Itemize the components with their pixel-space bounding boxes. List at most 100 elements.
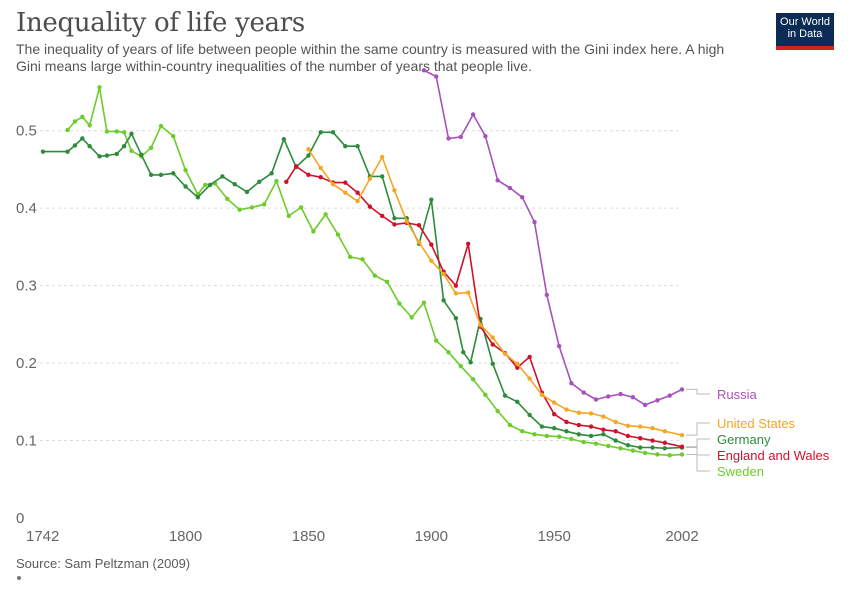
data-point [461, 350, 466, 355]
data-point [284, 179, 289, 185]
data-point [593, 397, 599, 402]
y-tick-label: 0.4 [16, 200, 37, 217]
owid-logo[interactable]: Our World in Data [776, 13, 834, 50]
data-point [121, 130, 127, 135]
data-point [483, 392, 488, 398]
data-point [515, 361, 520, 367]
data-point [679, 452, 685, 457]
data-point [261, 202, 267, 207]
data-point [470, 377, 476, 382]
data-point [502, 351, 508, 356]
data-point [515, 365, 520, 370]
data-point [468, 360, 473, 365]
data-point [465, 241, 471, 247]
data-point [397, 301, 402, 306]
data-point [667, 453, 672, 458]
chart-subtitle: The inequality of years of life between … [16, 41, 725, 74]
label-connector [686, 438, 710, 448]
data-point [392, 188, 397, 193]
x-tick-label: 1900 [415, 528, 448, 545]
x-tick-label: 1742 [26, 528, 59, 545]
data-point [593, 441, 599, 446]
data-point [416, 240, 422, 245]
data-point [171, 171, 176, 176]
data-point [502, 393, 508, 398]
data-point [650, 445, 655, 450]
data-point [638, 445, 643, 450]
data-point [576, 422, 581, 428]
data-point [515, 399, 520, 405]
data-point [642, 450, 648, 456]
data-point [104, 129, 110, 134]
data-point [158, 172, 164, 178]
series-label: United States [717, 416, 796, 431]
data-point [367, 204, 373, 209]
data-point [274, 178, 279, 184]
data-point [601, 427, 606, 432]
data-point [520, 429, 525, 434]
data-point [183, 168, 188, 173]
data-point [183, 184, 188, 189]
data-point [601, 432, 606, 437]
data-point [667, 393, 672, 398]
data-point [507, 422, 513, 428]
data-point [421, 68, 427, 73]
data-point [458, 363, 464, 369]
data-point [490, 342, 495, 347]
data-point [581, 439, 586, 445]
label-connector [686, 422, 710, 436]
series-line-russia [423, 69, 683, 406]
data-point [343, 180, 348, 185]
data-point [679, 432, 685, 438]
data-point [281, 137, 287, 142]
data-point [679, 387, 685, 392]
series-label: England and Wales [717, 448, 830, 463]
data-point [606, 443, 611, 449]
label-connector [686, 446, 710, 456]
data-point [306, 172, 311, 178]
data-point [601, 414, 606, 419]
data-point [237, 207, 242, 212]
data-point [348, 254, 353, 260]
data-point [65, 149, 70, 154]
data-point [121, 144, 127, 149]
data-point [343, 144, 348, 149]
data-point [72, 119, 78, 124]
label-connector [686, 454, 710, 472]
data-point [114, 151, 119, 157]
data-point [606, 394, 611, 399]
data-point [638, 436, 643, 441]
data-point [379, 154, 385, 160]
data-point [367, 176, 373, 181]
data-point [552, 412, 557, 417]
data-point [355, 144, 360, 149]
data-point [87, 144, 92, 149]
y-tick-label: 0.1 [16, 433, 37, 450]
data-point [655, 452, 660, 457]
data-point [40, 149, 46, 154]
data-point [613, 419, 618, 425]
data-point [458, 134, 464, 140]
data-point [638, 424, 643, 429]
data-point [343, 190, 348, 195]
data-point [384, 279, 390, 284]
source-note: Source: Sam Peltzman (2009) [16, 556, 191, 571]
data-point [323, 212, 328, 217]
data-point [527, 354, 532, 360]
data-point [564, 419, 569, 425]
data-point [495, 408, 500, 414]
x-tick-label: 2002 [665, 528, 698, 545]
data-point [564, 407, 569, 412]
data-point [441, 298, 446, 303]
data-point [416, 223, 422, 228]
data-point [453, 283, 459, 288]
data-point [269, 171, 274, 176]
data-point [355, 199, 360, 204]
logo-accent-bar [776, 46, 834, 50]
data-point [207, 182, 213, 188]
data-point [544, 292, 550, 298]
data-point [556, 343, 562, 349]
data-point [662, 429, 667, 434]
data-point [527, 376, 532, 381]
data-point [662, 446, 667, 451]
